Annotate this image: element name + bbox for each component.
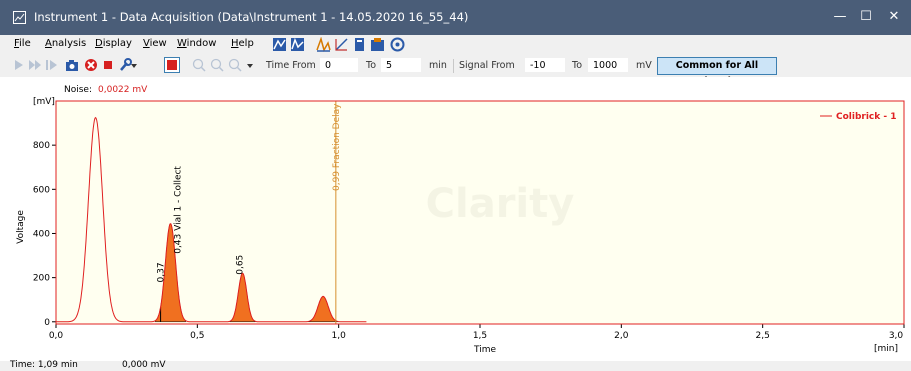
menu-display[interactable]: Display [95, 38, 132, 49]
minimize-button[interactable]: — [833, 9, 847, 24]
common-for-all-signals-button[interactable]: Common for All Signals [657, 57, 777, 87]
menu-analysis[interactable]: Analysis [45, 38, 87, 49]
time-from-label: Time From [266, 60, 316, 71]
method-icon[interactable] [352, 37, 367, 52]
zoom-dropdown-icon[interactable] [247, 63, 253, 69]
menu-help[interactable]: Help [231, 38, 254, 49]
y-tick-label: 200 [33, 274, 50, 284]
plot-background [56, 101, 904, 324]
stop-icon[interactable] [101, 58, 115, 72]
y-axis-label: Voltage [16, 210, 26, 244]
x-unit-label: [min] [874, 344, 898, 354]
menu-window[interactable]: Window [177, 38, 217, 49]
overlay-icon[interactable] [290, 37, 305, 52]
resume-icon[interactable] [44, 58, 58, 72]
x-tick-label: 2,0 [614, 331, 629, 341]
y-tick-label: 400 [33, 229, 50, 239]
signal-trace-colibrick-1 [56, 116, 367, 323]
abort-icon[interactable] [84, 58, 98, 72]
y-tick-label: 800 [33, 141, 50, 151]
time-from-field[interactable]: 0 [320, 58, 358, 72]
chromatogram-app-icon [13, 11, 26, 24]
maximize-button[interactable]: ☐ [860, 9, 872, 24]
close-button[interactable]: ✕ [888, 9, 900, 24]
window-title-bar[interactable]: Instrument 1 - Data Acquisition (Data\In… [0, 0, 911, 35]
y-tick-label: 0 [44, 318, 50, 328]
calibration-icon[interactable] [334, 37, 349, 52]
y-tick-label: 600 [33, 185, 50, 195]
peak-annotation: 0,65 [236, 255, 246, 275]
peak-annotation: 0,99 Fraction Delay [332, 103, 342, 191]
noise-label-text: Noise: [64, 85, 92, 95]
menu-view[interactable]: View [143, 38, 167, 49]
y-unit-label: [mV] [33, 97, 55, 107]
sequence-icon[interactable] [370, 37, 385, 52]
time-unit-label: min [429, 60, 447, 71]
window-title: Instrument 1 - Data Acquisition (Data\In… [34, 10, 469, 24]
record-stop-icon[interactable] [164, 57, 180, 73]
menu-bar: File Analysis Display View Window Help [0, 35, 911, 55]
snapshot-icon[interactable] [65, 58, 79, 72]
x-tick-label: 0,0 [49, 331, 64, 341]
status-bar: Time: 1,09 min 0,000 mV [0, 360, 911, 371]
run-sequence-icon[interactable] [28, 58, 42, 72]
chromatogram-panel[interactable]: Clarity 0,37 0,43 Vial 1 - Collect 0,65 0,9… [0, 77, 911, 361]
peak-annotation: 0,43 Vial 1 - Collect [174, 166, 184, 254]
time-to-field[interactable]: 5 [381, 58, 421, 72]
zoom-reset-icon[interactable] [228, 58, 242, 72]
acquisition-toolbar: Time From 0 To 5 min Signal From -10 To … [0, 55, 911, 87]
chromatogram-view-icon[interactable] [272, 37, 287, 52]
signal-from-label: Signal From [459, 60, 515, 71]
noise-value: 0,0022 mV [98, 85, 148, 95]
x-tick-label: 1,0 [332, 331, 347, 341]
x-tick-label: 3,0 [889, 331, 904, 341]
zoom-out-icon[interactable] [210, 58, 224, 72]
zoom-in-icon[interactable] [192, 58, 206, 72]
wrench-icon[interactable] [118, 58, 132, 72]
signal-from-field[interactable]: -10 [525, 58, 565, 72]
integration-icon[interactable] [316, 37, 331, 52]
watermark: Clarity [426, 181, 575, 227]
x-tick-label: 2,5 [756, 331, 770, 341]
status-value: 0,000 mV [122, 360, 166, 370]
signal-unit-label: mV [636, 60, 652, 71]
signal-to-field[interactable]: 1000 [588, 58, 628, 72]
toolbar-separator [453, 59, 454, 73]
peak-annotation: 0,37 [157, 262, 167, 282]
legend-series-label: Colibrick - 1 [836, 112, 897, 122]
signal-to-label: To [572, 60, 583, 71]
run-icon[interactable] [12, 58, 26, 72]
chromatogram-chart[interactable]: Clarity 0,37 0,43 Vial 1 - Collect 0,65 0,9… [0, 77, 911, 361]
time-to-label: To [366, 60, 377, 71]
x-tick-label: 1,5 [473, 331, 487, 341]
x-axis-label: Time [473, 345, 496, 355]
status-time: Time: 1,09 min [10, 360, 78, 370]
plot-border [55, 100, 905, 325]
menu-file[interactable]: File [14, 38, 31, 49]
x-tick-label: 0,5 [190, 331, 204, 341]
report-icon[interactable] [390, 37, 405, 52]
wrench-dropdown-icon[interactable] [131, 63, 137, 69]
